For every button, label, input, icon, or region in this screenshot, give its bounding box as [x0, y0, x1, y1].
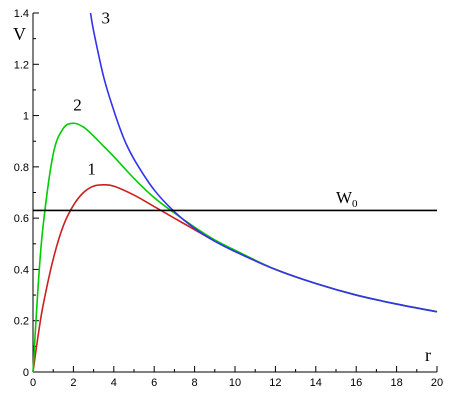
x-axis-label: r — [425, 345, 431, 365]
y-tick-label: 0.6 — [14, 213, 29, 225]
y-tick-label: 0 — [23, 367, 29, 379]
w0-subscript: 0 — [352, 198, 358, 210]
y-tick-label: 0.2 — [14, 316, 29, 328]
x-tick-label: 20 — [431, 377, 443, 389]
x-tick-label: 18 — [390, 377, 402, 389]
curve-3 — [89, 12, 438, 313]
x-tick-label: 6 — [151, 377, 157, 389]
x-tick-label: 16 — [350, 377, 362, 389]
curve-annotation-1: 1 — [87, 160, 96, 179]
y-tick-label: 1 — [23, 111, 29, 123]
y-tick-label: 1.2 — [14, 59, 29, 71]
x-tick-label: 0 — [30, 377, 36, 389]
x-tick-label: 12 — [269, 377, 281, 389]
y-tick-label: 1.4 — [14, 8, 29, 20]
y-tick-label: 0.4 — [14, 264, 29, 276]
x-tick-label: 10 — [229, 377, 241, 389]
x-tick-label: 4 — [111, 377, 117, 389]
y-axis-label: V — [13, 24, 26, 44]
x-tick-label: 14 — [310, 377, 322, 389]
y-tick-label: 0.8 — [14, 162, 29, 174]
curve-1 — [32, 183, 438, 373]
curve-annotation-3: 3 — [101, 8, 110, 27]
x-tick-label: 8 — [192, 377, 198, 389]
annotations: 1 2 3 W0 — [73, 8, 358, 210]
w0-annotation: W0 — [336, 188, 358, 210]
curve-annotation-2: 2 — [73, 95, 82, 114]
series-group — [32, 12, 438, 373]
tick-marks — [32, 12, 438, 373]
x-tick-label: 2 — [70, 377, 76, 389]
axes — [32, 13, 437, 373]
